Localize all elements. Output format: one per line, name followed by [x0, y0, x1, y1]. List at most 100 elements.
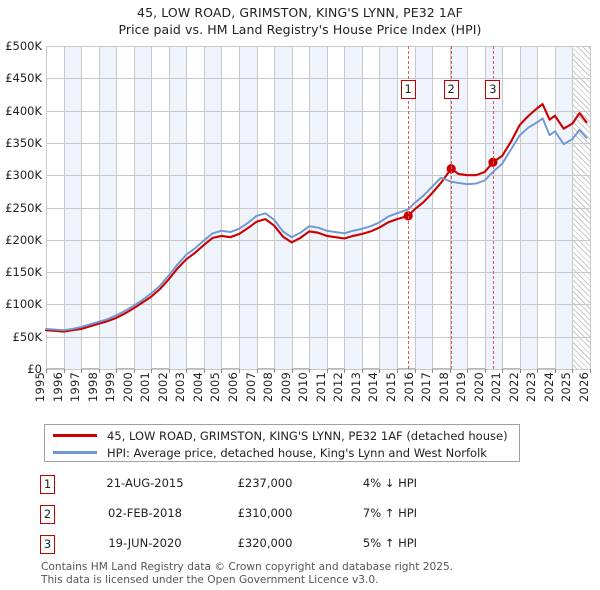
event-line-2 — [451, 46, 453, 369]
x-axis-tickmark — [63, 369, 65, 373]
x-axis-tick-label: 2012 — [331, 372, 346, 403]
transaction-hpi-delta-3: 5% ↑ HPI — [362, 536, 418, 550]
x-axis-tickmark — [326, 369, 328, 373]
gridline-vertical — [327, 46, 328, 369]
transaction-price-1: £237,000 — [237, 476, 293, 490]
gridline-vertical — [99, 46, 100, 369]
y-axis: £0 £50K £100K £150K £200K £250K £300K £350K £400… — [0, 39, 46, 376]
title-line-1: 45, LOW ROAD, GRIMSTON, KING'S LYNN, PE3… — [137, 5, 463, 20]
x-axis-tick-label: 2007 — [243, 372, 258, 403]
series-line-hpi — [45, 117, 588, 332]
x-axis-tick-label: 2022 — [506, 372, 521, 403]
x-axis-tickmark — [116, 369, 118, 373]
transaction-hpi-delta-2: 7% ↑ HPI — [362, 506, 418, 520]
x-axis-tick-label: 2019 — [454, 372, 469, 403]
gridline-vertical — [64, 46, 65, 369]
transactions-table: 1 21-AUG-2015 £237,000 4% ↓ HPI 2 02-FEB… — [40, 472, 470, 562]
gridline-vertical — [81, 46, 82, 369]
gridline-horizontal — [46, 337, 590, 338]
gridline-vertical — [134, 46, 135, 369]
year-band — [168, 46, 187, 369]
x-axis-tickmark — [221, 369, 223, 373]
gridline-horizontal — [46, 240, 590, 241]
legend-label-series2: HPI: Average price, detached house, King… — [107, 445, 487, 460]
x-axis-tick-label: 2006 — [226, 372, 241, 403]
x-axis-tick-label: 2011 — [313, 372, 328, 403]
gridline-vertical — [204, 46, 205, 369]
gridline-horizontal — [46, 143, 590, 144]
event-marker-2[interactable]: 2 — [443, 80, 459, 99]
transaction-badge-2: 2 — [40, 505, 55, 524]
gridline-horizontal — [46, 175, 590, 176]
y-axis-tick-label: £300K — [5, 168, 42, 183]
x-axis-tick-label: 1999 — [103, 372, 118, 403]
y-axis-tick-label: £200K — [5, 232, 42, 247]
y-axis-tick-label: £0 — [27, 362, 42, 376]
year-band — [274, 46, 292, 369]
x-axis-tickmark — [432, 369, 434, 373]
event-marker-1[interactable]: 1 — [400, 80, 416, 99]
x-axis-tickmark — [572, 369, 574, 373]
x-axis-tick-label: 2015 — [383, 372, 398, 403]
gridline-vertical — [397, 46, 398, 369]
gridline-vertical — [344, 46, 345, 369]
x-axis-tickmark — [396, 369, 398, 373]
x-axis-tick-label: 1997 — [68, 372, 83, 403]
x-axis-tick-label: 1998 — [85, 372, 100, 403]
legend-swatch-series1 — [53, 434, 97, 437]
series-line-property — [44, 103, 588, 333]
legend-row-series1: 45, LOW ROAD, GRIMSTON, KING'S LYNN, PE3… — [45, 426, 508, 445]
gridline-horizontal — [46, 46, 590, 47]
x-axis-tickmark — [484, 369, 486, 373]
x-axis-tickmark — [274, 369, 276, 373]
x-axis-tickmark — [414, 369, 416, 373]
gridline-vertical — [537, 46, 538, 369]
x-axis-tickmark — [151, 369, 153, 373]
x-axis-tick-label: 2004 — [190, 372, 205, 403]
event-line-3 — [492, 46, 494, 369]
x-axis-tick-label: 1996 — [50, 372, 65, 403]
gridline-vertical — [274, 46, 275, 369]
gridline-horizontal — [46, 369, 590, 370]
gridline-vertical — [292, 46, 293, 369]
x-axis-tickmark — [46, 369, 47, 373]
x-axis-tickmark — [309, 369, 311, 373]
transaction-price-3: £320,000 — [237, 536, 293, 550]
y-axis-tick-label: £500K — [5, 39, 42, 53]
table-row: 3 19-JUN-2020 £320,000 5% ↑ HPI — [40, 532, 470, 562]
event-marker-3[interactable]: 3 — [485, 80, 501, 99]
x-axis-tick-label: 2001 — [138, 372, 153, 403]
x-axis-tickmark — [361, 369, 363, 373]
x-axis-tickmark — [537, 369, 539, 373]
x-axis-tick-label: 2005 — [208, 372, 223, 403]
gridline-vertical — [221, 46, 222, 369]
x-axis-tickmark — [168, 369, 170, 373]
year-band — [519, 46, 538, 369]
gridline-vertical — [572, 46, 573, 369]
x-axis-tick-label: 2008 — [261, 372, 276, 403]
gridline-vertical — [169, 46, 170, 369]
x-axis-tickmark — [502, 369, 504, 373]
x-axis-tick-label: 2003 — [173, 372, 188, 403]
x-axis-tickmark — [81, 369, 83, 373]
x-axis-tickmark — [449, 369, 451, 373]
gridline-horizontal — [46, 111, 590, 112]
y-axis-tick-label: £400K — [5, 103, 42, 118]
title-line-2: Price paid vs. HM Land Registry's House … — [118, 22, 482, 37]
y-axis-tick-label: £350K — [5, 135, 42, 150]
x-axis-tick-label: 2025 — [559, 372, 574, 403]
gridline-vertical — [485, 46, 486, 369]
legend-swatch-series2 — [53, 451, 97, 454]
gridline-vertical — [590, 46, 591, 369]
gridline-vertical — [239, 46, 240, 369]
gridline-vertical — [186, 46, 187, 369]
transaction-date-2: 02-FEB-2018 — [108, 506, 182, 520]
gridline-vertical — [309, 46, 310, 369]
year-band — [133, 46, 152, 369]
legend-label-series1: 45, LOW ROAD, GRIMSTON, KING'S LYNN, PE3… — [107, 428, 508, 443]
x-axis-tick-label: 2002 — [155, 372, 170, 403]
incomplete-data-band — [572, 46, 590, 369]
gridline-vertical — [520, 46, 521, 369]
x-axis-tickmark — [379, 369, 381, 373]
gridline-vertical — [257, 46, 258, 369]
